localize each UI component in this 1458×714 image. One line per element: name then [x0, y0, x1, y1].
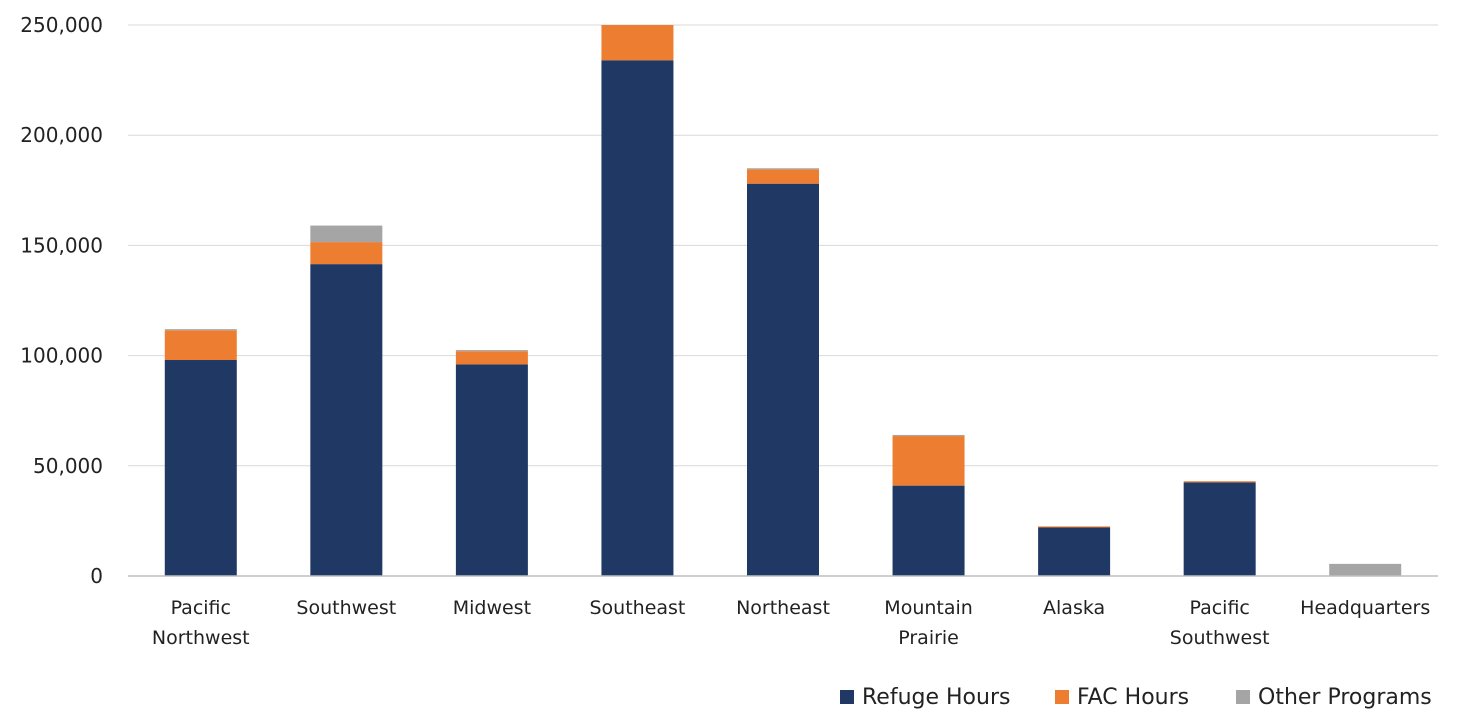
bar-segment-refuge-hours [1183, 482, 1256, 576]
x-tick-label: Pacific Southwest [1170, 597, 1270, 649]
legend-item: Refuge Hours [840, 685, 1010, 710]
x-tick-label: Midwest [453, 597, 531, 619]
y-axis-ticks: 0 50,000 100,000 150,000 200,000 250,000 [20, 13, 103, 588]
x-tick-label: Mountain Prairie [884, 597, 973, 649]
bar-segment-other-programs [164, 329, 237, 331]
bar-segment-other-programs [892, 434, 965, 437]
y-tick-label: 0 [90, 564, 103, 588]
bar-segment-refuge-hours [747, 183, 819, 577]
bar-segment-refuge-hours [1038, 527, 1111, 576]
bar-segment-other-programs [455, 350, 528, 352]
legend-swatch [840, 690, 854, 704]
bar-segment-fac-hours [1183, 481, 1256, 483]
x-tick-label: Headquarters [1300, 597, 1430, 619]
bar-segment-fac-hours [310, 242, 383, 265]
bar-segment-fac-hours [455, 351, 528, 365]
legend-label: FAC Hours [1077, 685, 1189, 710]
bars [164, 25, 1402, 577]
bar-segment-fac-hours [164, 330, 237, 361]
bar-segment-other-programs [1329, 563, 1402, 576]
legend-item: FAC Hours [1055, 685, 1189, 710]
bar-segment-refuge-hours [601, 60, 674, 577]
x-axis-ticks: Pacific Northwest Southwest Midwest Southeas… [152, 597, 1430, 649]
legend-swatch [1236, 690, 1250, 704]
bar-segment-fac-hours [892, 436, 965, 486]
bar-segment-refuge-hours [455, 364, 528, 576]
legend-item: Other Programs [1236, 685, 1432, 710]
x-tick-label: Pacific Northwest [152, 597, 250, 649]
bar-segment-fac-hours [1038, 526, 1111, 528]
y-tick-label: 50,000 [33, 454, 103, 478]
bar-segment-refuge-hours [310, 264, 383, 576]
x-tick-label: Southwest [296, 597, 396, 619]
bar-segment-fac-hours [601, 25, 674, 61]
bar-segment-other-programs [747, 168, 819, 170]
y-tick-label: 150,000 [20, 233, 103, 257]
bar-segment-refuge-hours [892, 485, 965, 576]
bar-segment-other-programs [310, 225, 383, 243]
y-tick-label: 100,000 [20, 344, 103, 368]
x-tick-label: Alaska [1043, 597, 1105, 619]
legend: Refuge Hours FAC Hours Other Programs [840, 685, 1432, 710]
y-tick-label: 200,000 [20, 123, 103, 147]
legend-label: Other Programs [1258, 685, 1432, 710]
x-tick-label: Southeast [589, 597, 685, 619]
x-tick-label: Northeast [736, 597, 830, 619]
bar-segment-refuge-hours [164, 360, 237, 576]
y-tick-label: 250,000 [20, 13, 103, 37]
bar-segment-fac-hours [747, 169, 819, 184]
legend-label: Refuge Hours [862, 685, 1010, 710]
legend-swatch [1055, 690, 1069, 704]
